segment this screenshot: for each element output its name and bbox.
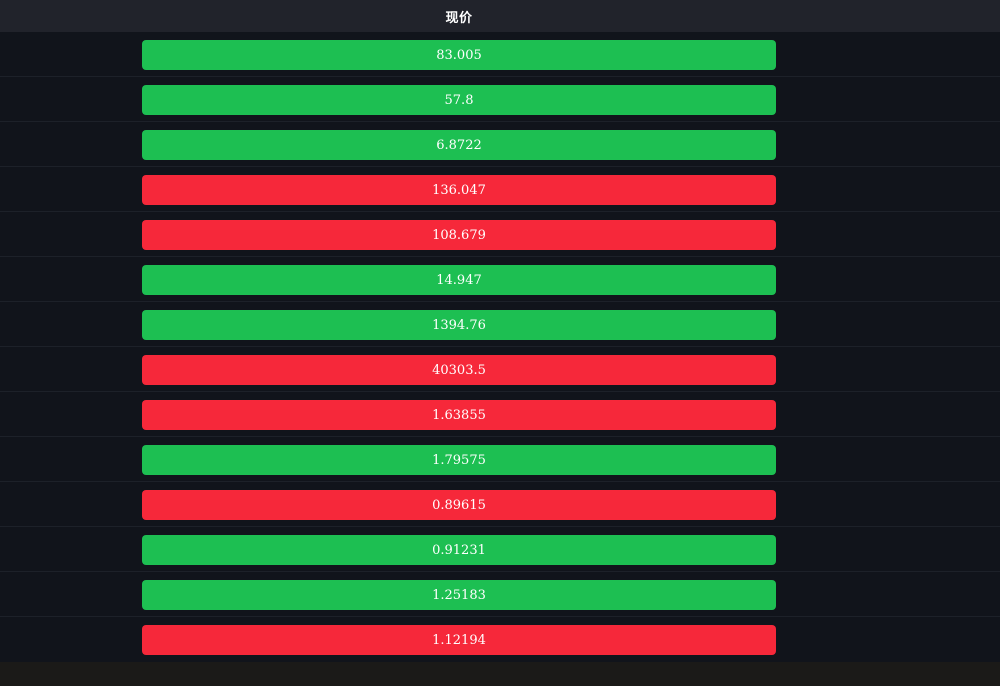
table-row[interactable]: 1394.76 [0, 302, 1000, 347]
price-cell: 1.79575 [142, 445, 776, 475]
price-cell: 1394.76 [142, 310, 776, 340]
price-cell: 1.63855 [142, 400, 776, 430]
column-header-price[interactable]: 现价 [445, 10, 473, 26]
price-cell: 40303.5 [142, 355, 776, 385]
table-row[interactable]: 1.12194 [0, 617, 1000, 662]
table-row[interactable]: 1.79575 [0, 437, 1000, 482]
table-row[interactable]: 57.8 [0, 77, 1000, 122]
price-cell: 136.047 [142, 175, 776, 205]
price-cell: 1.25183 [142, 580, 776, 610]
price-cell: 6.8722 [142, 130, 776, 160]
price-cell: 108.679 [142, 220, 776, 250]
price-cell: 0.91231 [142, 535, 776, 565]
price-cell: 57.8 [142, 85, 776, 115]
table-header: 现价 [0, 0, 1000, 32]
table-row[interactable]: 1.25183 [0, 572, 1000, 617]
price-cell: 83.005 [142, 40, 776, 70]
price-cell: 14.947 [142, 265, 776, 295]
price-cell: 0.89615 [142, 490, 776, 520]
table-body: 83.005 57.8 6.8722 136.047 108.679 14.947 1394… [0, 32, 1000, 662]
table-row[interactable]: 83.005 [0, 32, 1000, 77]
table-row[interactable]: 0.91231 [0, 527, 1000, 572]
table-row[interactable]: 6.8722 [0, 122, 1000, 167]
table-row[interactable]: 0.89615 [0, 482, 1000, 527]
price-cell: 1.12194 [142, 625, 776, 655]
table-row[interactable]: 14.947 [0, 257, 1000, 302]
table-row[interactable]: 1.63855 [0, 392, 1000, 437]
table-row[interactable]: 108.679 [0, 212, 1000, 257]
table-row[interactable]: 40303.5 [0, 347, 1000, 392]
footer-strip [0, 662, 1000, 686]
table-row[interactable]: 136.047 [0, 167, 1000, 212]
